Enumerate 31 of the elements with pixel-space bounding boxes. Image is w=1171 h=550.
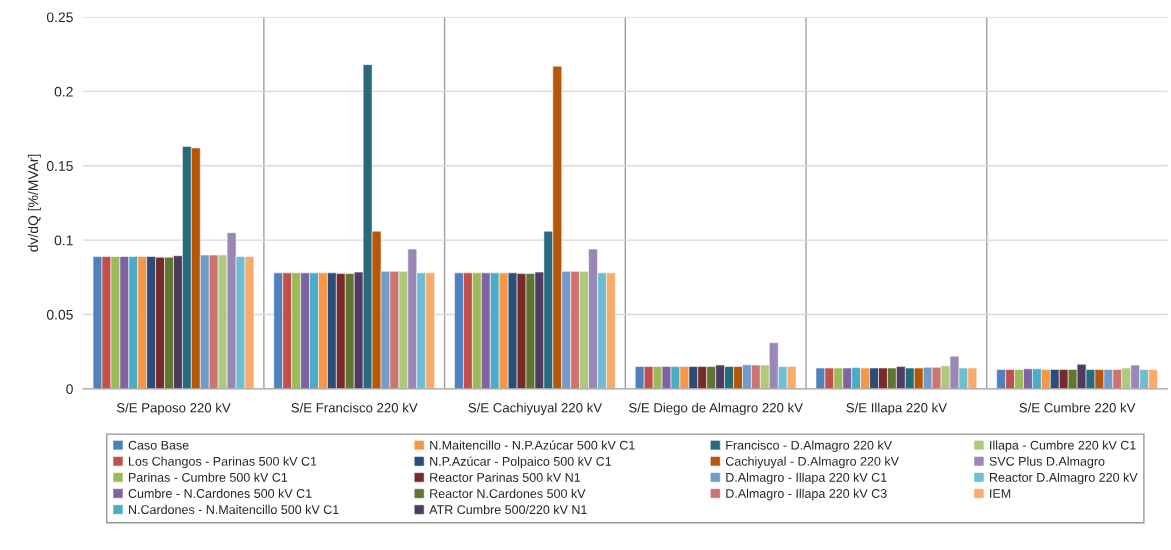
legend-label: SVC Plus D.Almagro xyxy=(989,456,1105,469)
y-tick-label: 0 xyxy=(66,384,73,395)
x-tick-label: S/E Paposo 220 kV xyxy=(116,402,231,416)
legend-label: D.Almagro - Illapa 220 kV C3 xyxy=(726,488,887,501)
y-axis-title: dv/dQ [%/MVAr] xyxy=(27,154,41,252)
x-tick-label: S/E Diego de Almagro 220 kV xyxy=(629,402,803,416)
x-tick-label: S/E Francisco 220 kV xyxy=(291,402,418,413)
legend-label: Reactor Parinas 500 kV N1 xyxy=(430,472,581,482)
legend-label: Francisco - D.Almagro 220 kV xyxy=(726,440,892,453)
legend-label: N.Maitencillo - N.P.Azúcar 500 kV C1 xyxy=(430,440,635,450)
legend-label: ATR Cumbre 500/220 kV N1 xyxy=(429,504,587,515)
legend-label: Los Changos - Parinas 500 kV C1 xyxy=(129,456,317,469)
legend-label: Caso Base xyxy=(128,440,189,450)
legend-label: D.Almagro - Illapa 220 kV C1 xyxy=(726,472,887,485)
y-tick-label: 0.2 xyxy=(54,86,73,97)
legend-label: Cumbre - N.Cardones 500 kV C1 xyxy=(128,488,312,498)
legend-label: N.Cardones - N.Maitencillo 500 kV C1 xyxy=(129,504,339,515)
legend-label: Reactor D.Almagro 220 kV xyxy=(989,472,1138,485)
y-tick-label: 0.05 xyxy=(46,309,73,320)
x-tick-label: S/E Cumbre 220 kV xyxy=(1019,402,1136,413)
y-tick-label: 0.1 xyxy=(54,235,73,246)
x-tick-label: S/E Illapa 220 kV xyxy=(846,402,947,416)
legend-label: Reactor N.Cardones 500 kV xyxy=(430,488,586,498)
legend-label: IEM xyxy=(990,489,1011,498)
legend-label: Illapa - Cumbre 220 kV C1 xyxy=(990,440,1136,453)
y-tick-label: 0.25 xyxy=(46,12,73,23)
y-tick-label: 0.15 xyxy=(46,161,73,171)
x-tick-label: S/E Cachiyuyal 220 kV xyxy=(468,402,602,416)
legend-label: N.P.Azúcar - Polpaico 500 kV C1 xyxy=(430,456,612,469)
legend-label: Cachiyuyal - D.Almagro 220 kV xyxy=(725,456,899,469)
legend-label: Parinas - Cumbre 500 kV C1 xyxy=(129,472,288,482)
